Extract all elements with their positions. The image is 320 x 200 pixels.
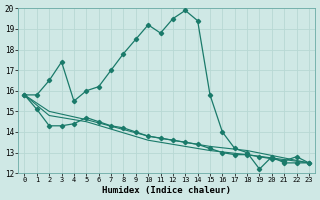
X-axis label: Humidex (Indice chaleur): Humidex (Indice chaleur) — [102, 186, 231, 195]
